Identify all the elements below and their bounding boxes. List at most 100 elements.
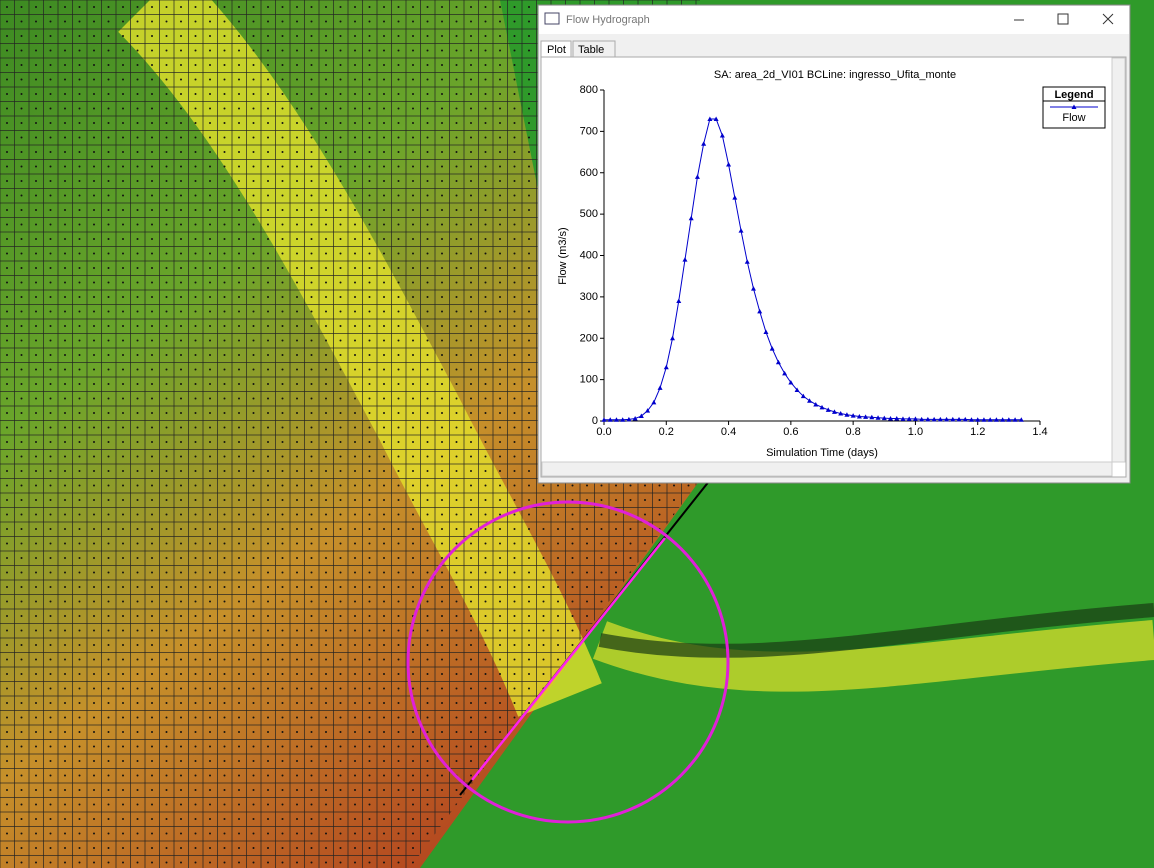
marker: [962, 416, 968, 422]
scrollbar[interactable]: [541, 461, 1113, 477]
x-tick-label: 0.6: [783, 426, 798, 438]
marker: [894, 416, 900, 421]
marker: [1018, 417, 1024, 422]
marker: [750, 286, 756, 291]
ridge: [592, 620, 1154, 692]
marker: [613, 417, 619, 422]
marker: [682, 257, 688, 262]
chart-title: SA: area_2d_VI01 BCLine: ingresso_Ufita_…: [714, 69, 956, 81]
marker: [838, 411, 844, 416]
marker: [875, 415, 881, 420]
y-tick-label: 200: [580, 332, 598, 344]
marker: [601, 417, 607, 422]
title-bar: [539, 6, 1129, 34]
legend-label: Flow: [1062, 112, 1085, 124]
y-tick-label: 600: [580, 167, 598, 179]
y-tick-label: 500: [580, 208, 598, 220]
scrollbar[interactable]: [1111, 57, 1126, 463]
marker: [651, 399, 657, 405]
x-tick-label: 0.8: [845, 426, 860, 438]
marker: [856, 413, 862, 419]
marker: [713, 116, 719, 121]
x-tick-label: 1.0: [908, 426, 923, 438]
x-tick-label: 1.2: [970, 426, 985, 438]
marker: [769, 346, 775, 351]
y-tick-label: 100: [580, 374, 598, 386]
marker: [732, 195, 738, 200]
bc-line[interactable]: [471, 537, 666, 781]
marker: [950, 416, 956, 422]
marker: [844, 412, 850, 417]
marker: [607, 417, 613, 422]
x-tick-label: 0.4: [721, 426, 736, 438]
y-tick-label: 800: [580, 84, 598, 96]
window-title: Flow Hydrograph: [566, 14, 650, 26]
marker: [626, 416, 632, 422]
marker: [944, 416, 950, 422]
marker: [707, 116, 713, 121]
channel: [598, 603, 1154, 658]
marker: [869, 414, 875, 420]
marker: [968, 417, 974, 422]
close-button[interactable]: [1102, 13, 1114, 25]
marker: [688, 215, 694, 221]
marker: [694, 174, 700, 179]
marker: [638, 413, 644, 419]
x-tick-label: 0.2: [659, 426, 674, 438]
marker: [900, 416, 906, 421]
marker: [956, 416, 962, 422]
marker: [663, 364, 669, 370]
marker: [676, 298, 682, 304]
y-tick-label: 700: [580, 125, 598, 137]
marker: [850, 413, 856, 418]
marker: [993, 417, 999, 422]
y-tick-label: 0: [592, 415, 598, 427]
legend-title: Legend: [1054, 89, 1093, 101]
marker: [726, 161, 732, 167]
marker: [825, 407, 831, 412]
x-axis-label: Simulation Time (days): [766, 447, 878, 459]
marker: [981, 417, 987, 422]
marker: [701, 141, 707, 146]
y-axis-label: Flow (m3/s): [557, 227, 569, 284]
marker: [744, 259, 750, 264]
marker: [794, 387, 800, 392]
y-tick-label: 400: [580, 250, 598, 262]
marker: [1012, 417, 1018, 422]
mesh: [0, 0, 700, 868]
maximize-button[interactable]: [1057, 13, 1069, 25]
tab-label[interactable]: Table: [578, 44, 604, 56]
plot-panel: [540, 56, 1127, 478]
marker: [888, 416, 894, 421]
marker: [925, 416, 931, 422]
marker: [632, 416, 638, 421]
marker: [782, 370, 788, 376]
marker: [813, 401, 819, 407]
marker: [881, 415, 887, 421]
marker: [906, 416, 912, 421]
marker: [987, 417, 993, 422]
marker: [620, 417, 626, 422]
marker: [1000, 417, 1006, 422]
marker: [819, 404, 825, 410]
marker: [657, 385, 663, 390]
marker: [1006, 417, 1012, 422]
marker: [807, 398, 813, 403]
marker: [912, 416, 918, 421]
marker: [919, 416, 925, 422]
highlight-circle: [406, 500, 730, 824]
marker: [788, 380, 794, 385]
marker: [645, 408, 651, 413]
marker: [831, 409, 837, 414]
y-tick-label: 300: [580, 291, 598, 303]
marker: [738, 228, 744, 233]
marker: [775, 359, 781, 365]
legend-marker: [1071, 104, 1077, 109]
marker: [937, 416, 943, 422]
tab-label[interactable]: Plot: [547, 44, 566, 56]
app-icon: [544, 12, 560, 25]
marker: [670, 335, 676, 341]
marker: [863, 414, 869, 419]
